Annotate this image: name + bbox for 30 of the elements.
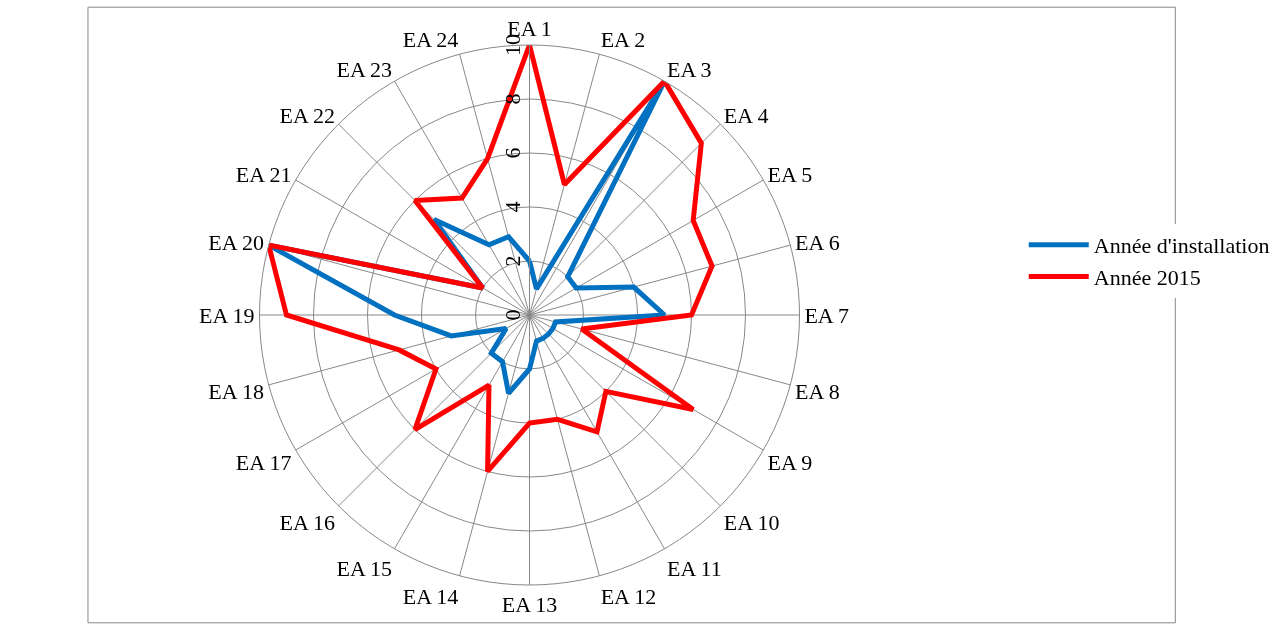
y-tick-label: 8 (500, 93, 526, 105)
spoke-label: EA 16 (279, 510, 336, 536)
spoke-label: EA 24 (402, 27, 459, 53)
y-tick-label: 4 (500, 201, 526, 213)
spoke-label: EA 5 (767, 162, 813, 188)
legend-label: Année 2015 (1093, 264, 1201, 290)
spoke-label: EA 20 (208, 230, 264, 256)
spoke-label: EA 7 (804, 302, 850, 328)
spoke-label: EA 13 (501, 591, 558, 617)
legend-label: Année d'installation (1093, 233, 1270, 259)
spoke-label: EA 6 (795, 230, 840, 256)
spoke-label: EA 8 (795, 379, 840, 405)
y-tick-label: 0 (500, 309, 526, 321)
spoke-label: EA 19 (198, 302, 255, 328)
spoke-label: EA 11 (666, 555, 722, 581)
spoke-label: EA 4 (723, 102, 769, 128)
y-tick-label: 6 (500, 147, 526, 159)
spoke-label: EA 12 (600, 583, 657, 609)
spoke-label: EA 2 (600, 27, 646, 53)
spoke-label: EA 21 (235, 162, 292, 188)
spoke-label: EA 14 (402, 583, 459, 609)
spoke-label: EA 10 (723, 510, 780, 536)
spoke-label: EA 15 (336, 555, 393, 581)
spoke-label: EA 22 (279, 102, 336, 128)
spoke-label: EA 9 (767, 450, 813, 476)
spoke-label: EA 3 (666, 56, 712, 82)
spoke-label: EA 23 (336, 56, 393, 82)
spoke-label: EA 17 (235, 450, 292, 476)
spoke-label: EA 18 (208, 379, 264, 405)
y-tick-label: 2 (500, 255, 526, 267)
